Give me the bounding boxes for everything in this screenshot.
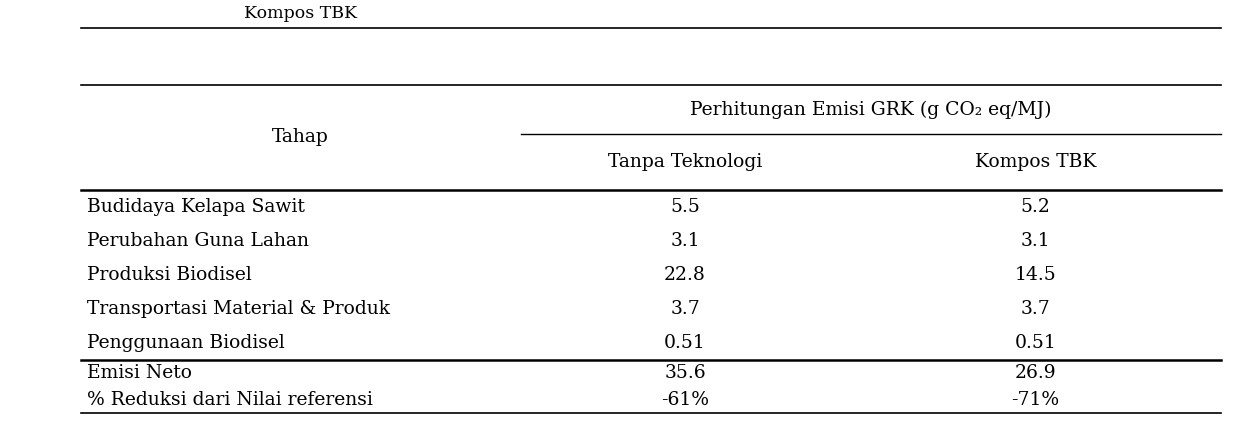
Text: Tanpa Teknologi: Tanpa Teknologi [608,153,763,171]
Text: 3.1: 3.1 [1021,232,1050,250]
Text: -61%: -61% [661,391,709,409]
Text: Kompos TBK: Kompos TBK [244,6,357,22]
Text: Perhitungan Emisi GRK (g CO₂ eq/MJ): Perhitungan Emisi GRK (g CO₂ eq/MJ) [691,101,1052,119]
Text: Tahap: Tahap [273,128,329,147]
Text: Perubahan Guna Lahan: Perubahan Guna Lahan [87,232,309,250]
Text: 22.8: 22.8 [665,266,706,284]
Text: -71%: -71% [1012,391,1059,409]
Text: 3.7: 3.7 [671,300,699,318]
Text: 14.5: 14.5 [1014,266,1056,284]
Text: 0.51: 0.51 [1014,334,1056,352]
Text: 0.51: 0.51 [665,334,706,352]
Text: 3.1: 3.1 [671,232,699,250]
Text: % Reduksi dari Nilai referensi: % Reduksi dari Nilai referensi [87,391,373,409]
Text: Penggunaan Biodisel: Penggunaan Biodisel [87,334,284,352]
Text: 5.5: 5.5 [670,198,701,216]
Text: 3.7: 3.7 [1021,300,1050,318]
Text: Kompos TBK: Kompos TBK [975,153,1096,171]
Text: 5.2: 5.2 [1021,198,1050,216]
Text: 35.6: 35.6 [665,364,706,382]
Text: 26.9: 26.9 [1014,364,1056,382]
Text: Budidaya Kelapa Sawit: Budidaya Kelapa Sawit [87,198,305,216]
Text: Transportasi Material & Produk: Transportasi Material & Produk [87,300,389,318]
Text: Emisi Neto: Emisi Neto [87,364,192,382]
Text: Produksi Biodisel: Produksi Biodisel [87,266,252,284]
